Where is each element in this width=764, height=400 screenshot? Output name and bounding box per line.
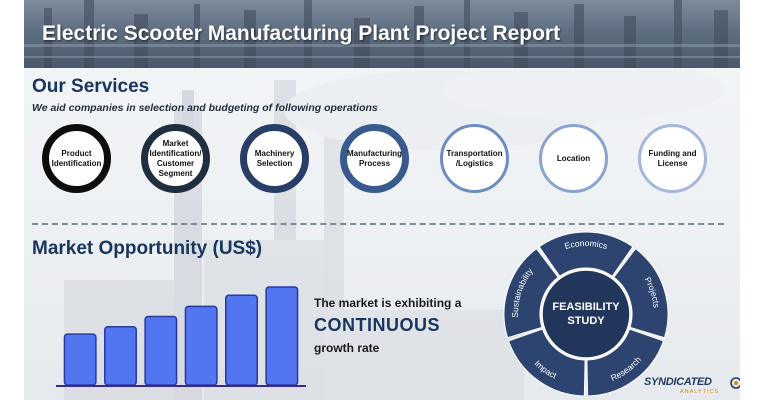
services-subtitle: We aid companies in selection and budget… [32, 102, 378, 114]
service-label: Transportation /Logistics [446, 148, 503, 168]
bar-3 [144, 315, 178, 386]
bar-4 [184, 305, 218, 386]
bar-2 [104, 325, 137, 386]
service-label: Funding and License [648, 148, 697, 168]
page-title: Electric Scooter Manufacturing Plant Pro… [42, 22, 561, 45]
wheel-segment [586, 328, 665, 397]
service-circle-product-identification: Product Identification [42, 124, 111, 193]
service-circle-manufacturing-process: Manufacturing Process [340, 124, 409, 193]
service-label: Machinery Selection [254, 148, 295, 168]
logo-icon [730, 377, 740, 389]
feasibility-study-wheel: FEASIBILITY STUDY EconomicsProjectsResea… [503, 231, 669, 397]
factory-header-image [24, 0, 740, 68]
wheel-segment-label: Economics [563, 238, 608, 251]
wheel-segment [538, 231, 634, 277]
service-label: Market Identification/ Customer Segment [149, 138, 202, 178]
service-circle-location: Location [539, 124, 608, 193]
slide: Electric Scooter Manufacturing Plant Pro… [24, 0, 740, 400]
wheel-segment [507, 328, 586, 397]
section-divider [32, 223, 724, 225]
syndicated-analytics-logo: SYNDICATED ANALYTICS [644, 376, 740, 400]
services-heading: Our Services [32, 76, 150, 97]
bar-5 [225, 294, 258, 386]
wheel-center-line2: STUDY [567, 315, 605, 327]
market-opportunity-heading: Market Opportunity (US$) [32, 238, 263, 259]
service-label: Manufacturing Process [346, 148, 403, 168]
market-statement-highlight: CONTINUOUS [314, 315, 440, 335]
market-growth-bar-chart [56, 286, 306, 387]
wheel-center [541, 269, 631, 359]
market-statement-line1: The market is exhibiting a [314, 296, 462, 310]
market-statement-line2: growth rate [314, 341, 380, 355]
service-label: Product Identification [51, 148, 102, 168]
wheel-segment [503, 247, 559, 339]
logo-sub-text: ANALYTICS [680, 389, 720, 395]
wheel-center-line1: FEASIBILITY [552, 301, 620, 313]
service-circle-machinery-selection: Machinery Selection [240, 124, 309, 193]
service-circle-funding: Funding and License [638, 124, 707, 193]
logo-main-text: SYNDICATED [644, 376, 712, 388]
service-circle-transportation: Transportation /Logistics [440, 124, 509, 193]
bar-1 [63, 333, 97, 386]
wheel-segment [613, 247, 669, 339]
service-circle-market-identification: Market Identification/ Customer Segment [141, 124, 210, 193]
bar-6 [265, 286, 299, 386]
service-label: Location [556, 153, 591, 163]
header-banner: Electric Scooter Manufacturing Plant Pro… [24, 0, 740, 68]
